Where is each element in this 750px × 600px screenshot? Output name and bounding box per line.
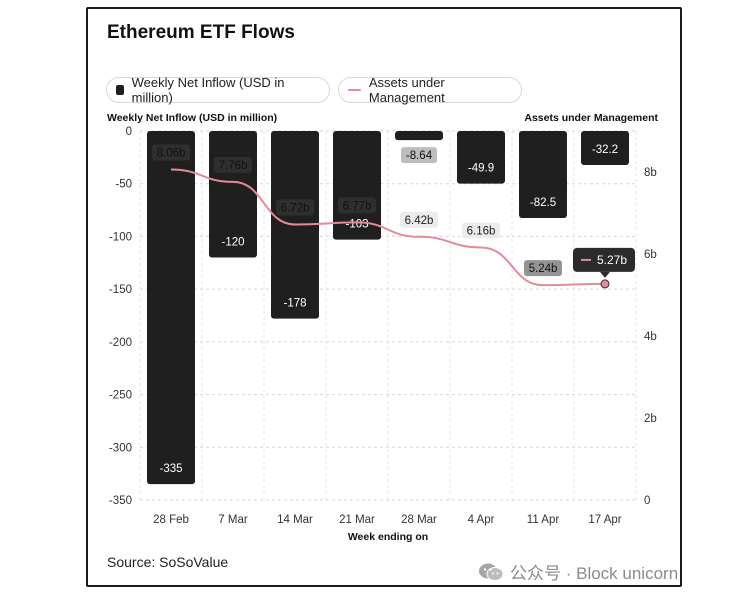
x-tick-label: 28 Mar — [401, 514, 437, 526]
aum-value-label: 6.16b — [467, 225, 496, 237]
wechat-icon — [479, 563, 504, 581]
bar-value-label: -8.64 — [406, 150, 433, 162]
x-tick-label: 28 Feb — [153, 514, 189, 526]
bar-value-label: -103 — [345, 219, 368, 231]
aum-tooltip-swatch — [581, 258, 591, 261]
bar-value-label: -49.9 — [468, 163, 494, 175]
aum-point-highlight — [600, 279, 610, 289]
x-tick-label: 4 Apr — [468, 514, 495, 526]
bar — [581, 131, 629, 165]
y2-tick-label: 6b — [644, 249, 657, 261]
aum-value-label: 5.27b — [597, 253, 627, 267]
x-tick-label: 14 Mar — [277, 514, 313, 526]
watermark: 公众号 · Block unicorn — [478, 559, 678, 584]
y2-tick-label: 4b — [644, 331, 657, 343]
aum-value-label: 6.72b — [281, 202, 310, 214]
y2-tick-label: 2b — [644, 413, 657, 425]
bar-value-box — [401, 147, 437, 164]
y-tick-label: 0 — [126, 126, 132, 138]
right-axis-label: Assets under Management — [524, 112, 658, 124]
legend-label-inflow: Weekly Net Inflow (USD in million) — [131, 75, 285, 105]
bar — [147, 131, 195, 485]
aum-value-label: 6.42b — [405, 215, 434, 227]
aum-tooltip-pointer — [600, 271, 610, 278]
aum-value-box — [214, 156, 252, 173]
y2-tick-label: 8b — [644, 167, 657, 179]
y-tick-label: -300 — [109, 442, 132, 454]
y-tick-label: -350 — [109, 495, 132, 507]
aum-line — [170, 168, 606, 287]
bar-value-label: -120 — [221, 237, 244, 249]
chart-title: Ethereum ETF Flows — [107, 22, 295, 43]
line-swatch-icon — [348, 89, 361, 91]
aum-value-box — [524, 260, 562, 277]
legend-item-aum[interactable]: Assets under Management — [338, 75, 522, 105]
aum-value-label: 6.77b — [343, 200, 372, 212]
bar — [457, 131, 505, 184]
x-tick-label: 11 Apr — [527, 514, 560, 526]
aum-value-label: 8.06b — [157, 148, 186, 160]
legend-item-inflow[interactable]: Weekly Net Inflow (USD in million) — [106, 75, 330, 105]
y-tick-label: -250 — [109, 390, 132, 402]
x-tick-label: 7 Mar — [218, 514, 248, 526]
bar — [395, 131, 443, 141]
aum-value-label: 5.24b — [529, 263, 558, 275]
bar-value-label: -82.5 — [530, 197, 556, 209]
y-tick-label: -150 — [109, 284, 132, 296]
bar-value-label: -178 — [283, 298, 306, 310]
aum-value-box — [338, 197, 376, 214]
bar — [519, 131, 567, 218]
left-axis-label: Weekly Net Inflow (USD in million) — [107, 112, 278, 124]
aum-value-box — [462, 222, 500, 239]
y-tick-label: -200 — [109, 337, 132, 349]
aum-tooltip-box — [573, 247, 635, 272]
aum-value-box — [400, 211, 438, 228]
bar-value-label: -32.2 — [592, 144, 618, 156]
source-note: Source: SoSoValue — [107, 554, 229, 570]
y-tick-label: -100 — [109, 231, 132, 243]
bar-value-label: -335 — [159, 463, 182, 475]
y-tick-label: -50 — [115, 179, 132, 191]
x-axis-label: Week ending on — [348, 531, 428, 543]
x-tick-label: 21 Mar — [339, 514, 375, 526]
aum-value-box — [276, 199, 314, 216]
legend-label-aum: Assets under Management — [368, 75, 445, 105]
aum-value-label: 7.76b — [219, 160, 248, 172]
watermark-text: 公众号 · Block unicorn — [510, 564, 679, 583]
bar-swatch-icon — [116, 85, 124, 95]
x-tick-label: 17 Apr — [588, 514, 621, 526]
aum-value-box — [152, 144, 190, 161]
y2-tick-label: 0 — [644, 495, 650, 507]
